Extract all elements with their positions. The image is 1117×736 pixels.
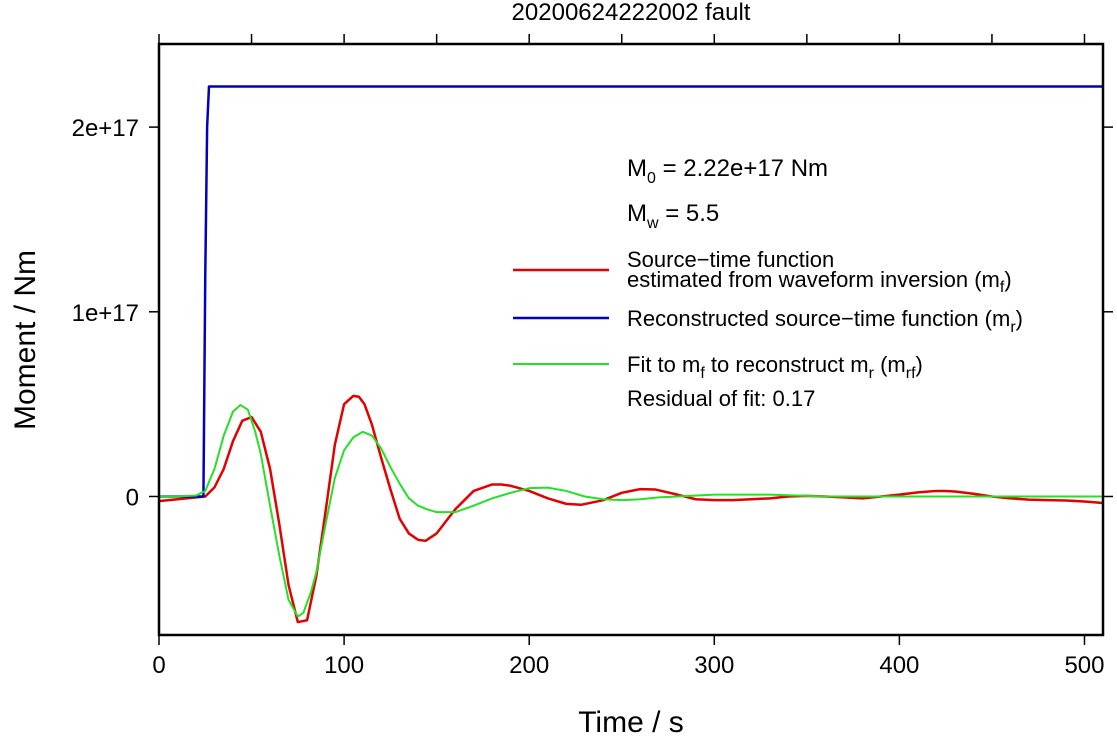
legend-blue-sub: r bbox=[1010, 319, 1016, 336]
y-axis-label: Moment / Nm bbox=[9, 250, 42, 430]
series-line-3 bbox=[159, 404, 1103, 618]
legend-green: Fit to mf to reconstruct mr (mrf) bbox=[627, 352, 923, 382]
legend-blue-end: ) bbox=[1016, 306, 1023, 331]
legend-green-c: (m bbox=[874, 352, 906, 377]
legend-red-end: ) bbox=[1004, 267, 1011, 292]
x-tick-label: 400 bbox=[879, 652, 919, 679]
m0-annotation: M0 = 2.22e+17 Nm bbox=[627, 155, 828, 187]
m0-subscript: 0 bbox=[647, 170, 656, 187]
x-tick-label: 200 bbox=[509, 652, 549, 679]
chart-title: 20200624222002 fault bbox=[512, 0, 751, 26]
legend-green-sub1: f bbox=[700, 365, 705, 382]
ticks-layer: 0 100 200 300 400 500 0 1e+17 2e+17 bbox=[72, 34, 1113, 679]
legend-red-sub: f bbox=[1000, 279, 1005, 296]
residual-annotation: Residual of fit: 0.17 bbox=[627, 386, 815, 411]
series-line-1 bbox=[158, 394, 1104, 624]
m0-symbol: M bbox=[627, 155, 647, 182]
legend: Source−time function estimated from wave… bbox=[513, 247, 1023, 411]
plot-frame bbox=[157, 42, 1105, 637]
series-layer bbox=[158, 85, 1104, 624]
legend-blue: Reconstructed source−time function (mr) bbox=[627, 306, 1023, 336]
x-tick-label: 300 bbox=[694, 652, 734, 679]
legend-red-line2-main: estimated from waveform inversion (m bbox=[627, 267, 1000, 292]
mw-symbol: M bbox=[627, 200, 647, 227]
x-tick-label: 100 bbox=[324, 652, 364, 679]
legend-red-line1: Source−time function bbox=[627, 247, 834, 272]
legend-red-line2: estimated from waveform inversion (mf) bbox=[627, 267, 1012, 296]
legend-blue-main: Reconstructed source−time function (m bbox=[627, 306, 1010, 331]
x-tick-label: 500 bbox=[1064, 652, 1104, 679]
legend-green-sub3: rf bbox=[906, 365, 916, 382]
mw-value: = 5.5 bbox=[659, 200, 720, 227]
legend-green-d: ) bbox=[916, 352, 923, 377]
mw-subscript: w bbox=[646, 215, 659, 232]
x-tick-label: 0 bbox=[152, 652, 165, 679]
legend-green-a: Fit to m bbox=[627, 352, 700, 377]
legend-green-sub2: r bbox=[869, 365, 875, 382]
y-tick-label: 1e+17 bbox=[72, 300, 139, 327]
x-axis-label: Time / s bbox=[578, 706, 684, 736]
m0-value: = 2.22e+17 Nm bbox=[656, 155, 828, 182]
legend-green-b: to reconstruct m bbox=[705, 352, 869, 377]
y-tick-label: 2e+17 bbox=[72, 115, 139, 142]
y-tick-label: 0 bbox=[126, 484, 139, 511]
mw-annotation: Mw = 5.5 bbox=[627, 200, 719, 232]
